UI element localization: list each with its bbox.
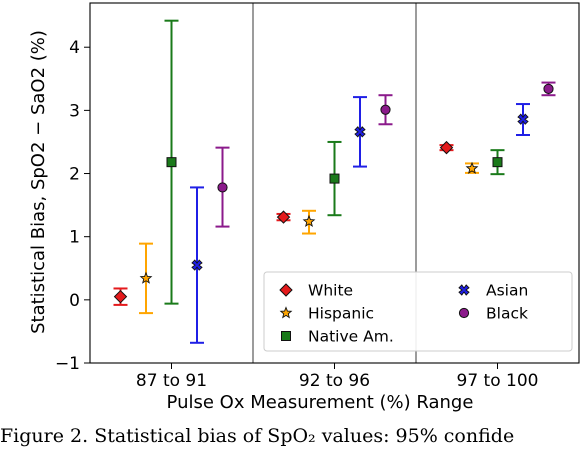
legend-marker-hispanic	[279, 306, 293, 319]
legend-label: Black	[486, 305, 528, 323]
legend-box	[263, 271, 573, 352]
y-tick-label: −1	[55, 354, 80, 374]
legend-marker-white	[279, 283, 293, 297]
legend-label: Native Am.	[308, 328, 394, 346]
point-asian	[191, 259, 203, 271]
point-native-am	[329, 173, 340, 184]
point-native-am	[492, 157, 503, 168]
point-asian	[517, 113, 529, 125]
point-white	[439, 140, 454, 155]
y-tick-label: 2	[69, 165, 80, 185]
plot-marks	[113, 19, 556, 344]
y-tick-label: 0	[69, 291, 80, 311]
point-native-am	[166, 157, 177, 168]
point-black	[543, 83, 554, 94]
point-asian	[354, 126, 366, 138]
point-white	[113, 289, 128, 304]
legend-marker-asian	[458, 284, 470, 296]
point-hispanic	[302, 214, 316, 227]
legend-label: Asian	[486, 282, 528, 300]
x-axis-label: Pulse Ox Measurement (%) Range	[167, 392, 474, 413]
point-hispanic	[465, 161, 479, 174]
point-black	[217, 182, 228, 193]
point-hispanic	[139, 271, 153, 284]
x-tick-label: 92 to 96	[299, 371, 370, 391]
legend-marker-black	[458, 307, 470, 319]
figure-caption: Figure 2. Statistical bias of SpO₂ value…	[0, 425, 515, 447]
y-tick-label: 3	[69, 101, 80, 121]
point-black	[380, 104, 391, 115]
y-axis-label: Statistical Bias, SpO2 − SaO2 (%)	[28, 30, 49, 334]
y-tick-label: 4	[69, 38, 80, 58]
axes: −1 0 1 2 3 4 87 to 91 92 to 96 97 to 100	[55, 2, 580, 391]
x-tick-label: 97 to 100	[457, 371, 539, 391]
legend-label: White	[308, 282, 353, 300]
legend-label: Hispanic	[308, 305, 374, 323]
point-white	[276, 210, 291, 224]
y-tick-label: 1	[69, 228, 80, 248]
legend-marker-native-am	[281, 331, 291, 341]
legend: White Hispanic Native Am. Asian Black	[263, 271, 573, 352]
x-tick-label: 87 to 91	[136, 371, 207, 391]
